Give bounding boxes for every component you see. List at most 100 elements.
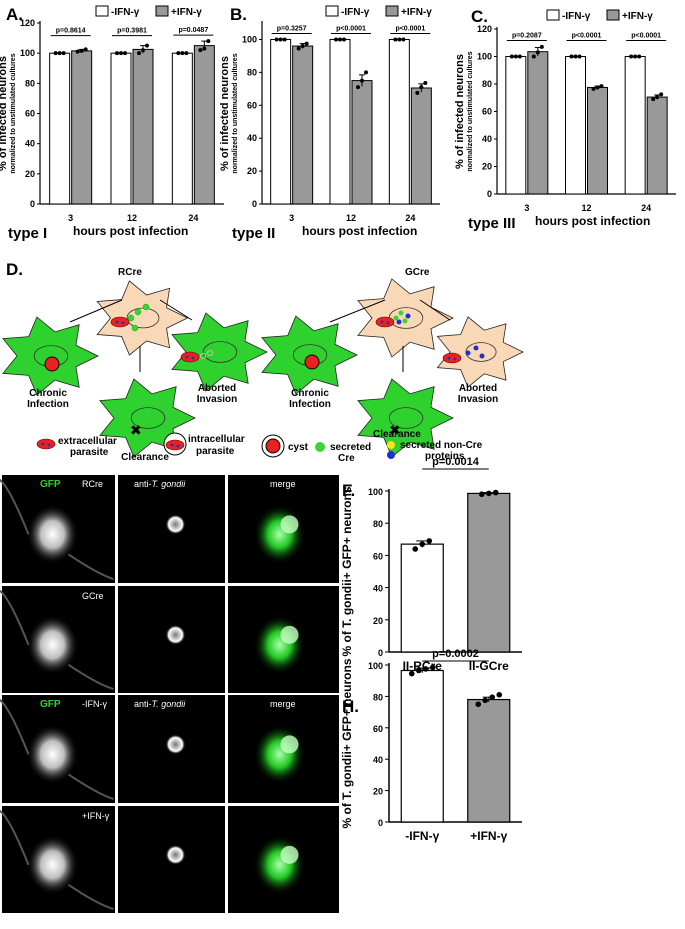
data-point — [401, 37, 406, 42]
data-point — [180, 51, 185, 56]
bar-neg — [565, 56, 586, 195]
y-tick-label: 120 — [477, 24, 492, 34]
legend-swatch-neg — [95, 5, 109, 17]
data-point — [274, 37, 279, 42]
x-tick-label: 3 — [68, 213, 73, 223]
x-tick-label: +IFN-γ — [470, 829, 507, 843]
legend-intracellular-parasite — [165, 439, 185, 451]
label-merge: merge — [270, 479, 296, 489]
parasite-vacuole — [165, 624, 186, 645]
cyst-rcre — [44, 356, 60, 372]
legend-label-pos: +IFN-γ — [171, 7, 202, 18]
secreted-noncre — [396, 319, 402, 325]
p-value: p=0.0487 — [178, 27, 208, 34]
data-point — [53, 51, 58, 56]
label-invasion-g: Invasion — [458, 394, 499, 405]
parasite-organelle — [41, 442, 45, 446]
bar-pos — [410, 87, 432, 205]
neurite — [0, 698, 114, 800]
strain-label: type I — [8, 225, 47, 242]
label-tgondii: T. gondii — [152, 699, 187, 709]
data-point — [539, 44, 544, 49]
data-point — [659, 92, 664, 97]
legend-intracellular-2: parasite — [196, 446, 235, 457]
label-anti-tgondii: anti-T. gondii — [134, 479, 186, 489]
bar-neg — [505, 56, 527, 195]
data-point — [485, 490, 492, 497]
parasite-organelle — [185, 355, 189, 359]
x-tick-label: 3 — [524, 203, 529, 213]
bar-2 — [467, 698, 511, 823]
y-tick-label: 100 — [20, 48, 35, 58]
label-aborted: Aborted — [198, 383, 236, 394]
label-invasion: Invasion — [197, 394, 238, 405]
bar-neg — [624, 56, 646, 195]
data-point — [79, 48, 84, 53]
bar-1 — [400, 543, 444, 653]
y-tick-label: 80 — [482, 79, 492, 89]
legend-label-neg: -IFN-γ — [111, 7, 140, 18]
x-tick-label: 24 — [405, 213, 415, 223]
parasite-organelle — [447, 356, 451, 360]
parasite-organelle — [386, 321, 390, 325]
legend-label-neg: -IFN-γ — [341, 7, 370, 18]
y-tick-label: 120 — [20, 18, 35, 28]
outcome-arrow — [329, 299, 386, 323]
bar-neg — [110, 52, 132, 205]
label-aborted-g: Aborted — [459, 383, 497, 394]
panel-label: F. — [342, 481, 355, 500]
secreted-cre — [402, 318, 408, 324]
y-tick-label: 100 — [242, 34, 257, 44]
data-point — [412, 546, 419, 552]
data-point — [531, 54, 536, 59]
secreted-noncre — [405, 313, 411, 319]
bar-pos — [587, 86, 608, 195]
data-point — [304, 41, 309, 46]
p-value: p<0.0001 — [336, 25, 366, 32]
bar-neg — [388, 38, 410, 205]
parasite-organelle — [170, 443, 174, 447]
y-tick-label: 80 — [25, 78, 35, 88]
merge-parasite — [280, 625, 299, 644]
data-point — [655, 95, 660, 100]
data-point — [651, 97, 656, 102]
merge-parasite — [280, 735, 299, 754]
bar-pos — [646, 96, 668, 195]
bar-pos — [527, 51, 549, 195]
secreted-cre — [398, 310, 404, 316]
secreted-cre — [134, 308, 142, 316]
bar-pos — [132, 48, 154, 205]
data-point — [426, 538, 433, 544]
y-tick-label: 40 — [373, 584, 383, 594]
legend-cre: secreted — [330, 442, 371, 453]
y-axis-title: % of T. gondii+ GFP+ neurons — [340, 486, 354, 656]
parasite-gcre — [375, 316, 395, 328]
p-value: p=0.2087 — [512, 33, 542, 40]
data-point — [423, 81, 428, 86]
secreted-noncre — [473, 345, 479, 351]
x-tick-label: II-GCre — [469, 659, 509, 673]
outcome-arrow — [159, 299, 193, 321]
data-point — [591, 86, 596, 91]
clearance-x-rcre: ✖ — [130, 422, 142, 438]
data-point — [123, 51, 127, 56]
parasite-organelle — [176, 444, 180, 448]
merge-parasite — [280, 515, 299, 534]
neuron-clearance-gcre — [357, 378, 454, 458]
p-value: p=0.8614 — [56, 28, 86, 35]
gfp-neuron — [26, 834, 79, 895]
merge-neuron — [253, 724, 306, 785]
secreted-cre — [127, 314, 135, 322]
y-axis-title: % of T. gondii+ GFP+ neurons — [340, 658, 354, 828]
panel-label: A. — [6, 5, 23, 24]
data-point — [629, 54, 634, 59]
host-neuron-rcre — [96, 280, 189, 356]
legend-noncre-icon-yellow — [387, 441, 395, 449]
panel-label: H. — [342, 697, 359, 716]
data-point — [137, 51, 141, 56]
x-tick-label: 12 — [346, 213, 356, 223]
data-point — [577, 54, 582, 59]
x-tick-label: -IFN-γ — [405, 829, 439, 843]
chart-panel-f: F. 0 20 40 60 80 100 % of T. gondii+ GFP+ neuro… — [340, 456, 522, 673]
